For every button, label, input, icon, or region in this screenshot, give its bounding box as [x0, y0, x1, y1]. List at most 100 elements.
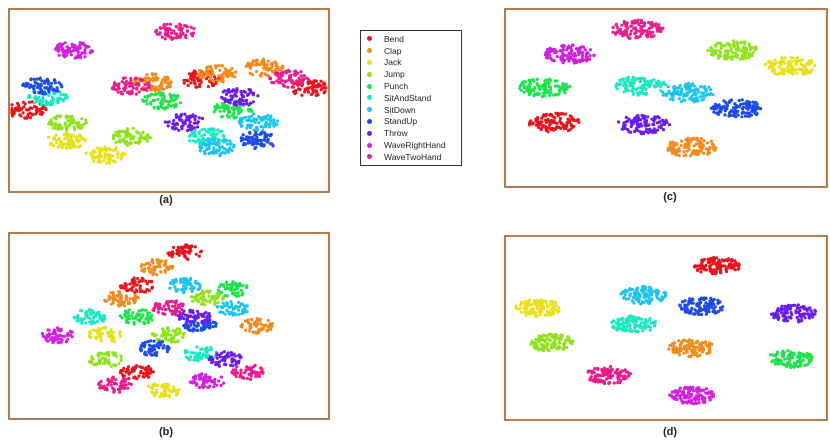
scatter-point [807, 62, 811, 66]
scatter-point [240, 288, 244, 292]
scatter-point [682, 351, 686, 355]
scatter-point [719, 46, 723, 50]
scatter-point [532, 87, 536, 91]
scatter-point [540, 346, 544, 351]
scatter-point [743, 111, 747, 115]
scatter-point [795, 71, 799, 76]
scatter-point [712, 261, 716, 266]
scatter-point [193, 381, 197, 385]
scatter-point [158, 302, 162, 307]
scatter-point [118, 134, 122, 138]
scatter-point [652, 129, 656, 133]
scatter-point [66, 142, 70, 146]
scatter-point [538, 313, 542, 317]
scatter-point [539, 127, 543, 131]
scatter-point [636, 128, 640, 133]
caption-a: (a) [159, 194, 173, 206]
scatter-point [630, 123, 634, 127]
scatter-point [264, 323, 268, 327]
scatter-point [192, 328, 196, 332]
scatter-point [144, 279, 148, 283]
scatter-point [215, 353, 219, 357]
scatter-point [263, 72, 267, 76]
scatter-point [530, 339, 534, 343]
scatter-point [165, 22, 169, 26]
scatter-point [132, 298, 136, 302]
scatter-point [114, 133, 118, 137]
scatter-point [693, 345, 697, 350]
scatter-point [193, 324, 197, 328]
scatter-point [628, 324, 632, 328]
scatter-point [578, 47, 582, 51]
scatter-point [32, 77, 36, 81]
scatter-point [145, 102, 149, 106]
scatter-point [126, 365, 130, 369]
scatter-point [142, 371, 146, 375]
scatter-point [748, 48, 752, 52]
scatter-point [640, 124, 644, 128]
scatter-point [527, 123, 532, 127]
scatter-point [279, 71, 283, 76]
scatter-point [577, 58, 581, 62]
scatter-point [208, 321, 212, 326]
scatter-point [188, 139, 192, 143]
scatter-point [54, 140, 59, 144]
scatter-point [65, 45, 69, 49]
scatter-point [554, 332, 558, 337]
scatter-point [632, 81, 637, 85]
scatter-point [167, 393, 171, 398]
scatter-point [569, 122, 573, 126]
scatter-point [233, 92, 237, 96]
scatter-point [181, 335, 185, 339]
scatter-point [260, 130, 264, 135]
scatter-point [535, 298, 539, 302]
scatter-point [138, 284, 142, 288]
scatter-point [225, 283, 229, 287]
scatter-point [622, 122, 626, 126]
scatter-point [564, 82, 568, 86]
scatter-point [249, 377, 253, 381]
scatter-point [59, 329, 63, 333]
scatter-point [197, 131, 201, 135]
scatter-point [163, 308, 168, 312]
scatter-point [219, 383, 223, 387]
scatter-point [624, 326, 628, 330]
scatter-point [222, 146, 227, 151]
scatter-point [190, 299, 195, 303]
scatter-point [621, 125, 625, 129]
scatter-point [288, 76, 292, 80]
scatter-point [120, 295, 124, 300]
scatter-point [690, 349, 694, 353]
scatter-point [179, 113, 183, 117]
scatter-point [220, 351, 224, 355]
scatter-point [182, 324, 186, 328]
scatter-point [48, 332, 52, 336]
scatter-point [122, 386, 126, 390]
scatter-point [211, 134, 216, 138]
scatter-point [531, 78, 535, 82]
scatter-point [94, 337, 99, 341]
scatter-point [201, 142, 205, 146]
scatter-point [92, 310, 96, 315]
scatter-point [790, 364, 794, 368]
scatter-point [229, 305, 234, 309]
scatter-point [711, 93, 715, 97]
scatter-point [198, 68, 202, 73]
scatter-point [203, 298, 207, 302]
scatter-point [569, 115, 573, 119]
scatter-point [138, 139, 142, 143]
scatter-point [294, 88, 298, 93]
scatter-point [535, 304, 539, 308]
scatter-point [166, 120, 170, 124]
scatter-point [57, 81, 61, 85]
scatter-point [88, 317, 92, 321]
scatter-point [234, 370, 238, 374]
scatter-point [220, 101, 225, 105]
scatter-point [580, 45, 584, 49]
scatter-point [128, 81, 132, 85]
scatter-point [191, 139, 195, 143]
scatter-point [728, 113, 733, 117]
scatter-point [544, 125, 548, 129]
scatter-point [145, 134, 149, 138]
scatter-point [58, 42, 62, 46]
